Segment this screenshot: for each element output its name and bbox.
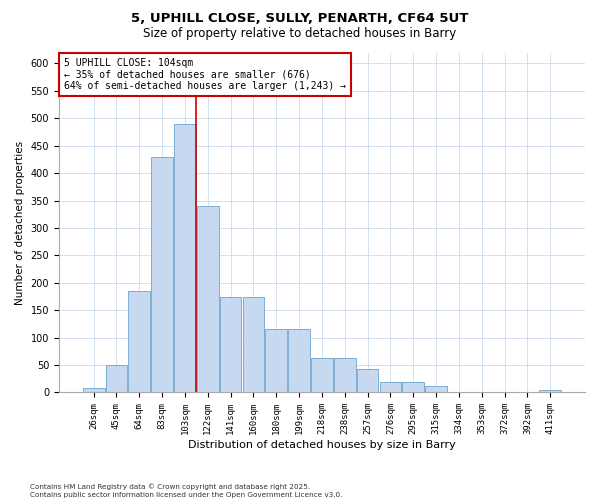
Bar bbox=[265, 330, 287, 392]
Text: 5 UPHILL CLOSE: 104sqm
← 35% of detached houses are smaller (676)
64% of semi-de: 5 UPHILL CLOSE: 104sqm ← 35% of detached… bbox=[64, 58, 346, 91]
Bar bbox=[242, 296, 265, 392]
Bar bbox=[425, 386, 447, 392]
Text: Contains HM Land Registry data © Crown copyright and database right 2025.
Contai: Contains HM Land Registry data © Crown c… bbox=[30, 484, 343, 498]
Bar bbox=[197, 206, 218, 392]
Bar bbox=[357, 370, 379, 392]
Bar bbox=[403, 382, 424, 392]
Text: Size of property relative to detached houses in Barry: Size of property relative to detached ho… bbox=[143, 28, 457, 40]
Bar bbox=[539, 390, 561, 392]
Bar bbox=[220, 296, 241, 392]
Bar bbox=[288, 330, 310, 392]
X-axis label: Distribution of detached houses by size in Barry: Distribution of detached houses by size … bbox=[188, 440, 456, 450]
Bar bbox=[380, 382, 401, 392]
Bar bbox=[106, 365, 127, 392]
Bar bbox=[151, 156, 173, 392]
Bar bbox=[334, 358, 356, 392]
Bar bbox=[311, 358, 333, 392]
Bar bbox=[83, 388, 104, 392]
Y-axis label: Number of detached properties: Number of detached properties bbox=[15, 140, 25, 304]
Text: 5, UPHILL CLOSE, SULLY, PENARTH, CF64 5UT: 5, UPHILL CLOSE, SULLY, PENARTH, CF64 5U… bbox=[131, 12, 469, 26]
Bar bbox=[174, 124, 196, 392]
Bar bbox=[128, 291, 150, 392]
